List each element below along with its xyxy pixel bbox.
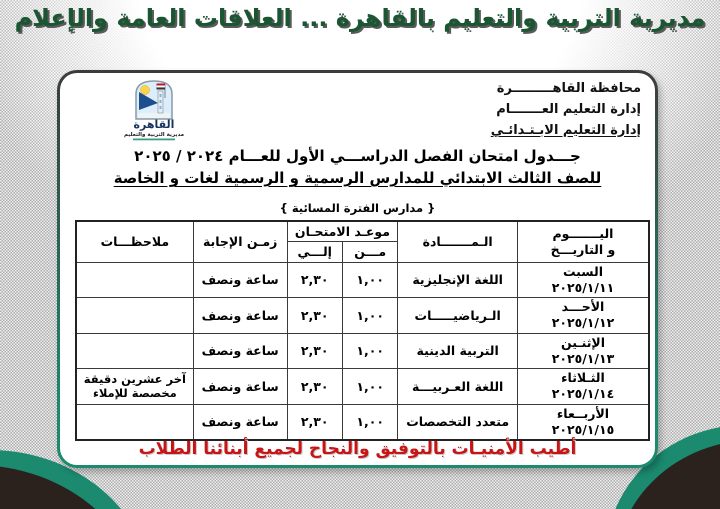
cell-day-date: الإثنـين ٢٠٢٥/١/١٣ <box>516 332 650 369</box>
col-header-notes: ملاحظـــات <box>75 220 194 263</box>
sun-icon <box>140 85 150 95</box>
document-title-line1: جـــدول امتحان الفصل الدراســـي الأول لل… <box>134 147 581 165</box>
day-date: ٢٠٢٥/١/١٣ <box>551 350 615 366</box>
cell-duration: ساعة ونصف <box>192 368 288 405</box>
cell-notes <box>75 297 194 334</box>
cell-from: ١,٠٠ <box>341 368 399 405</box>
agency-line-primary-education: إدارة التعليم الابـتـدائـي <box>490 122 641 138</box>
col-header-from: مـــن <box>341 240 399 263</box>
agency-header-block: محافظة القاهـــــــــرة إدارة التعليم ال… <box>491 79 641 141</box>
cell-from: ١,٠٠ <box>341 403 399 441</box>
table-subheader-row: مـــن إلـــي <box>76 240 649 263</box>
day-name: الأحـــد <box>561 299 605 314</box>
document-title-line2: للصف الثالث الابتدائي للمدارس الرسمية و … <box>113 169 602 187</box>
logo-wordmark: القاهرة <box>134 118 175 131</box>
table-row-tuesday: الثـلاثاء ٢٠٢٥/١/١٤ اللغة العـربيـــة ١,… <box>75 368 650 405</box>
agency-line-governorate: محافظة القاهـــــــــرة <box>496 81 641 96</box>
schedule-card-inner: محافظة القاهـــــــــرة إدارة التعليم ال… <box>60 73 655 465</box>
cell-subject: متعدد التخصصات <box>397 403 518 441</box>
cell-to: ٢,٣٠ <box>286 261 343 298</box>
table-header-row: اليـــــــوم و التاريـــخ الـمـــــــادة… <box>75 220 650 263</box>
table-row-sunday: الأحـــد ٢٠٢٥/١/١٢ الـرياضيـــــات ١,٠٠ … <box>75 297 650 334</box>
cell-from: ١,٠٠ <box>341 332 399 369</box>
tower-icon <box>157 90 164 114</box>
cell-duration: ساعة ونصف <box>192 261 288 298</box>
col-header-day-date: اليـــــــوم و التاريـــخ <box>516 220 650 263</box>
logo-microtext-line <box>133 138 175 141</box>
cell-duration: ساعة ونصف <box>192 403 288 441</box>
cell-from: ١,٠٠ <box>341 297 399 334</box>
cell-duration: ساعة ونصف <box>192 297 288 334</box>
cell-from: ١,٠٠ <box>341 261 399 298</box>
cell-duration: ساعة ونصف <box>192 332 288 369</box>
table-row-monday: الإثنـين ٢٠٢٥/١/١٣ التربية الدينية ١,٠٠ … <box>75 332 650 369</box>
cell-subject: الـرياضيـــــات <box>397 297 518 334</box>
cell-notes <box>75 332 194 369</box>
day-date: ٢٠٢٥/١/١١ <box>551 279 615 295</box>
day-date: ٢٠٢٥/١/١٥ <box>551 421 615 437</box>
col-header-exam-time: موعـد الامتحـان <box>286 220 399 242</box>
logo-subtitle: مديرية التربية والتعليم <box>124 132 184 138</box>
cell-to: ٢,٣٠ <box>286 297 343 334</box>
table-row-saturday: السبت ٢٠٢٥/١/١١ اللغة الإنجليزية ١,٠٠ ٢,… <box>75 261 650 298</box>
cell-day-date: الأحـــد ٢٠٢٥/١/١٢ <box>516 297 650 334</box>
cell-to: ٢,٣٠ <box>286 403 343 441</box>
table-row-wednesday: الأربــعاء ٢٠٢٥/١/١٥ متعدد التخصصات ١,٠٠… <box>75 403 650 441</box>
exam-schedule-table: اليـــــــوم و التاريـــخ الـمـــــــادة… <box>75 220 650 441</box>
directorate-banner: مديرية التربية والتعليم بالقاهرة ... الع… <box>14 4 706 32</box>
egypt-flag-icon <box>156 83 166 90</box>
cell-day-date: الأربــعاء ٢٠٢٥/١/١٥ <box>516 403 650 441</box>
day-date: ٢٠٢٥/١/١٤ <box>551 386 615 402</box>
day-name: السبت <box>562 263 603 279</box>
col-header-to: إلـــي <box>286 240 343 263</box>
cell-subject: اللغة الإنجليزية <box>397 261 518 298</box>
directorate-logo-emblem: القاهرة مديرية التربية والتعليم <box>124 80 184 141</box>
day-date: ٢٠٢٥/١/١٢ <box>551 315 615 331</box>
sail-pyramid-icon <box>139 92 158 110</box>
cell-to: ٢,٣٠ <box>286 332 343 369</box>
cell-to: ٢,٣٠ <box>286 368 343 405</box>
agency-line-general-education: إدارة التعليم العـــــــام <box>496 101 641 117</box>
col-header-duration: زمـن الإجابة <box>192 220 288 263</box>
cell-notes: آخر عشرين دقيقة مخصصة للإملاء <box>75 368 194 405</box>
cell-notes <box>75 403 194 441</box>
day-name: الأربــعاء <box>556 405 610 421</box>
schedule-card: محافظة القاهـــــــــرة إدارة التعليم ال… <box>57 70 658 468</box>
document-title: جـــدول امتحان الفصل الدراســـي الأول لل… <box>60 147 655 187</box>
cell-subject: التربية الدينية <box>397 332 518 369</box>
day-name: الثـلاثاء <box>561 370 605 385</box>
good-wishes-footer: أطيب الأمنيـات بالتوفيق والنجاح لجميع أب… <box>138 439 577 459</box>
directorate-logo: القاهرة مديرية التربية والتعليم <box>108 77 200 147</box>
col-header-subject: الـمـــــــادة <box>397 220 518 263</box>
cell-day-date: السبت ٢٠٢٥/١/١١ <box>516 261 650 298</box>
cell-notes <box>75 261 194 298</box>
cell-day-date: الثـلاثاء ٢٠٢٥/١/١٤ <box>516 368 650 405</box>
document-subtitle: { مدارس الفترة المسائية } <box>279 201 436 215</box>
cell-subject: اللغة العـربيـــة <box>397 368 518 405</box>
day-name: الإثنـين <box>560 334 605 350</box>
